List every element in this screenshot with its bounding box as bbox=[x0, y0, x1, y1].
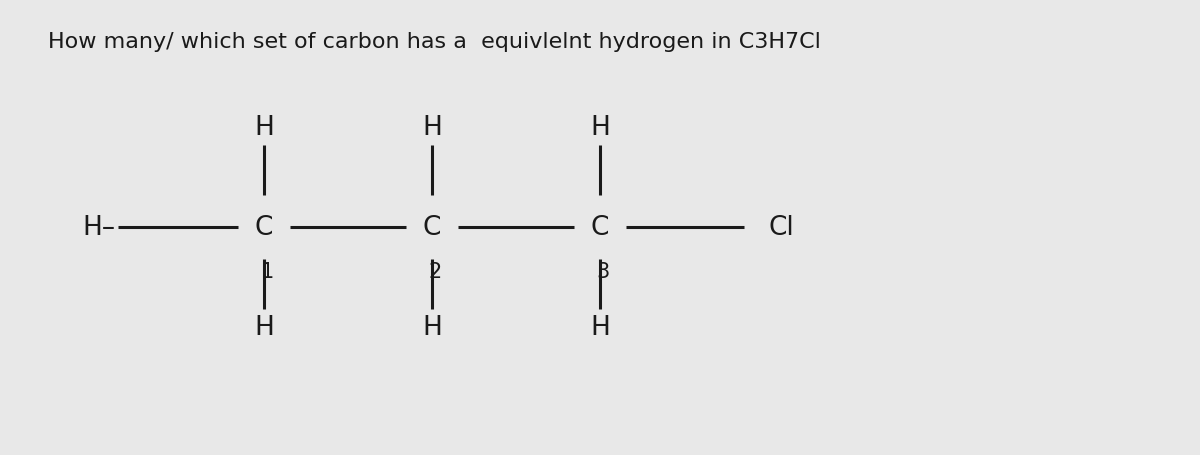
Text: H: H bbox=[590, 314, 610, 341]
Text: 1: 1 bbox=[260, 262, 274, 282]
Text: 2: 2 bbox=[428, 262, 442, 282]
Text: H: H bbox=[422, 114, 442, 141]
Text: H: H bbox=[590, 114, 610, 141]
Text: C: C bbox=[590, 214, 610, 241]
Text: H: H bbox=[254, 114, 274, 141]
Text: How many/ which set of carbon has a  equivlelnt hydrogen in C3H7Cl: How many/ which set of carbon has a equi… bbox=[48, 32, 821, 52]
Text: C: C bbox=[254, 214, 274, 241]
Text: 3: 3 bbox=[596, 262, 610, 282]
Text: H: H bbox=[254, 314, 274, 341]
Text: H: H bbox=[422, 314, 442, 341]
Text: C: C bbox=[422, 214, 442, 241]
Text: Cl: Cl bbox=[768, 214, 793, 241]
Text: H–: H– bbox=[82, 214, 115, 241]
